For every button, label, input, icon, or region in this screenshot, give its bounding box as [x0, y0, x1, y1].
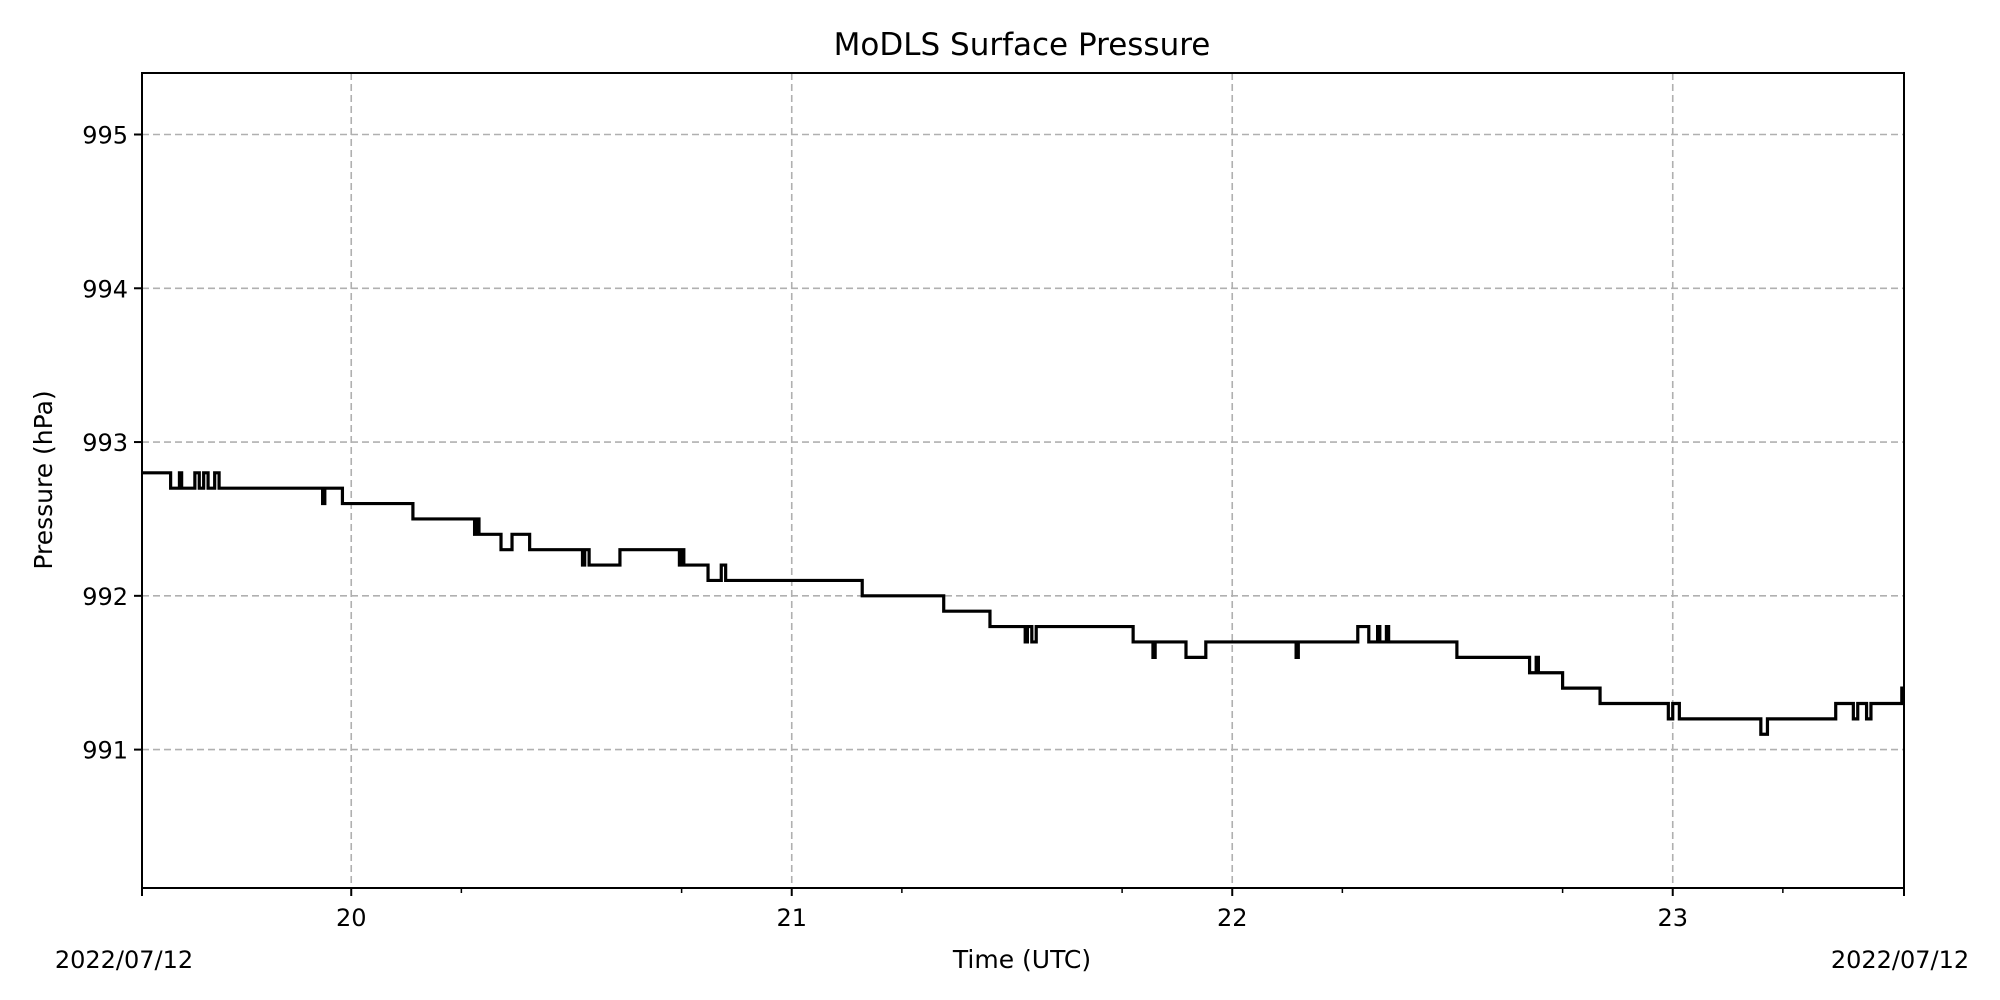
y-axis-title: Pressure (hPa): [29, 390, 58, 569]
plot-frame: [141, 72, 1905, 889]
chart-title: MoDLS Surface Pressure: [834, 27, 1211, 63]
series-layer: [142, 471, 1904, 736]
y-tick-label: 994: [82, 275, 128, 303]
y-tick-label: 991: [82, 737, 128, 765]
date-label-right: 2022/07/12: [1831, 946, 1969, 974]
x-tick-label: 23: [1657, 904, 1688, 932]
x-tick-label: 21: [776, 904, 807, 932]
date-label-left: 2022/07/12: [55, 946, 193, 974]
y-tick-label: 993: [82, 429, 128, 457]
pressure-series-line: [142, 471, 1904, 736]
grid-layer: [142, 73, 1904, 888]
y-tick-label: 992: [82, 583, 128, 611]
ticks-layer: 20 21 22 23 991 992 993 994 995: [82, 122, 1905, 932]
x-axis-title: Time (UTC): [952, 945, 1091, 974]
x-tick-label: 22: [1217, 904, 1248, 932]
x-tick-label: 20: [336, 904, 367, 932]
y-tick-label: 995: [82, 122, 128, 150]
